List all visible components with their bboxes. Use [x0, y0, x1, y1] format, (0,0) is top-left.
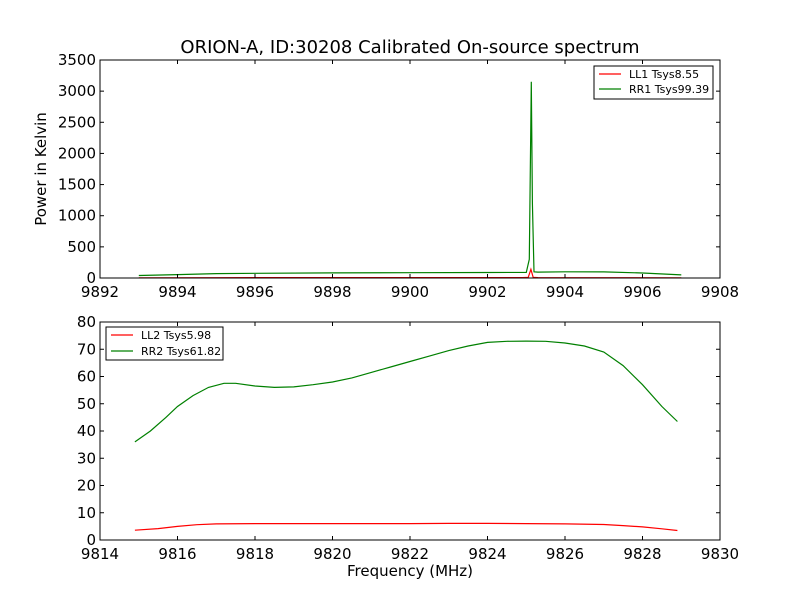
bottom-legend: LL2 Tsys5.98 RR2 Tsys61.82 — [105, 326, 224, 361]
bottom-legend-box — [105, 326, 224, 361]
top-x-tick-label: 9896 — [236, 283, 274, 301]
top-plot: 9892 9894 9896 9898 9900 9902 9904 9906 9908 0 50… — [58, 51, 739, 301]
top-x-tick-label: 9906 — [623, 283, 661, 301]
chart-title: ORION-A, ID:30208 Calibrated On-source s… — [180, 37, 639, 58]
top-legend-label-rr1: RR1 Tsys99.39 — [629, 83, 709, 96]
bottom-legend-label-ll2: LL2 Tsys5.98 — [141, 329, 211, 342]
bottom-x-tick-label: 9830 — [701, 545, 739, 563]
top-x-tick-label: 9902 — [468, 283, 506, 301]
top-x-tick-label: 9892 — [81, 283, 119, 301]
top-y-tick-label: 0 — [86, 269, 96, 287]
bottom-y-tick-label: 60 — [77, 368, 96, 386]
top-x-tick-label: 9894 — [158, 283, 196, 301]
top-y-tick-label: 500 — [67, 238, 96, 256]
bottom-y-tick-label: 70 — [77, 340, 96, 358]
bottom-y-tick-label: 20 — [77, 477, 96, 495]
bottom-x-tick-label: 9818 — [236, 545, 274, 563]
top-x-tick-label: 9908 — [701, 283, 739, 301]
bottom-x-ticks: 9814 9816 9818 9820 9822 9824 9826 9828 9830 — [81, 322, 739, 563]
bottom-y-tick-label: 50 — [77, 395, 96, 413]
bottom-x-tick-label: 9822 — [391, 545, 429, 563]
bottom-x-tick-label: 9814 — [81, 545, 119, 563]
bottom-y-tick-label: 0 — [86, 531, 96, 549]
bottom-series-line-1 — [134, 340, 678, 443]
top-x-tick-label: 9898 — [313, 283, 351, 301]
bottom-plot: 9814 9816 9818 9820 9822 9824 9826 9828 9830 0 10… — [77, 313, 739, 563]
bottom-y-tick-label: 30 — [77, 449, 96, 467]
bottom-y-tick-label: 10 — [77, 504, 96, 522]
bottom-y-tick-label: 40 — [77, 422, 96, 440]
top-legend-label-ll1: LL1 Tsys8.55 — [629, 68, 699, 81]
top-series-lines — [138, 81, 682, 278]
top-y-tick-label: 2000 — [58, 144, 96, 162]
top-y-tick-label: 1000 — [58, 207, 96, 225]
top-legend-box — [593, 65, 714, 100]
top-y-axis-label: Power in Kelvin — [32, 112, 50, 226]
bottom-x-tick-label: 9824 — [468, 545, 506, 563]
top-legend: LL1 Tsys8.55 RR1 Tsys99.39 — [593, 65, 714, 100]
top-x-ticks: 9892 9894 9896 9898 9900 9902 9904 9906 9908 — [81, 60, 739, 301]
bottom-x-tick-label: 9820 — [313, 545, 351, 563]
bottom-x-tick-label: 9826 — [546, 545, 584, 563]
top-y-tick-label: 2500 — [58, 113, 96, 131]
bottom-y-tick-label: 80 — [77, 313, 96, 331]
top-y-ticks: 0 500 1000 1500 2000 2500 3000 3500 — [58, 51, 720, 287]
top-y-tick-label: 1500 — [58, 176, 96, 194]
bottom-series-lines — [134, 340, 678, 532]
bottom-y-ticks: 0 10 20 30 40 50 60 70 80 — [77, 313, 720, 549]
bottom-x-tick-label: 9816 — [158, 545, 196, 563]
top-y-tick-label: 3000 — [58, 82, 96, 100]
top-x-tick-label: 9904 — [546, 283, 584, 301]
x-axis-label: Frequency (MHz) — [347, 562, 473, 580]
top-x-tick-label: 9900 — [391, 283, 429, 301]
top-series-line-1 — [138, 81, 682, 277]
bottom-x-tick-label: 9828 — [623, 545, 661, 563]
bottom-legend-label-rr2: RR2 Tsys61.82 — [141, 345, 221, 358]
top-y-tick-label: 3500 — [58, 51, 96, 69]
bottom-series-line-0 — [134, 522, 678, 532]
